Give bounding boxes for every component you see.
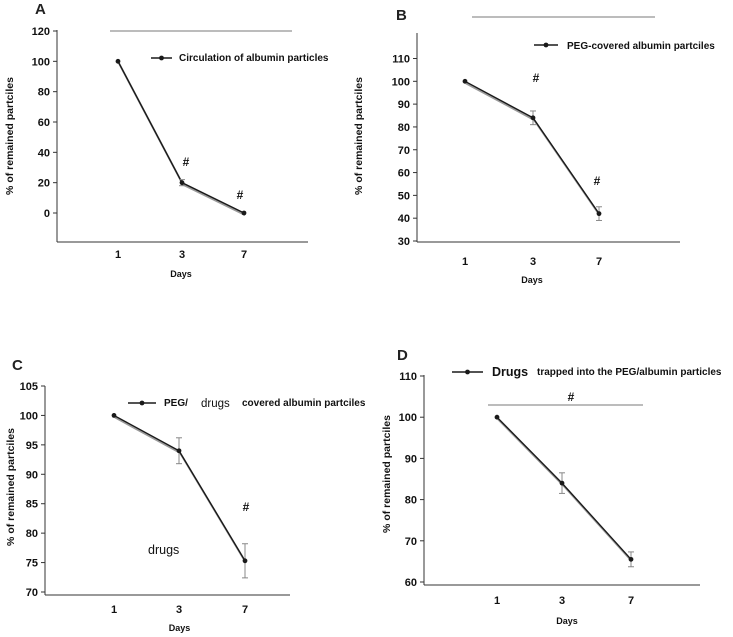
- y-tick-label: 100: [20, 410, 38, 422]
- panel-a: A 0 20 40 60 80 100 120 1 3 7 Days % of remained par…: [4, 1, 329, 279]
- data-point: [179, 180, 185, 186]
- significance-mark: #: [568, 390, 575, 404]
- y-tick-label: 80: [26, 528, 38, 540]
- y-tick-label: 110: [392, 54, 410, 66]
- y-tick-label: 90: [405, 453, 417, 465]
- x-tick-label: 7: [241, 249, 247, 261]
- series-line: [496, 416, 632, 560]
- series-line: [117, 61, 245, 214]
- panel-letter: C: [12, 357, 23, 374]
- significance-mark: #: [183, 155, 190, 169]
- y-tick-label: 70: [398, 145, 410, 157]
- y-tick-label: 60: [38, 117, 50, 129]
- panel-c: C 70 75 80 85 90 95 100 105 1 3 7 Days % of remained …: [5, 357, 366, 633]
- legend-marker: [139, 400, 145, 406]
- x-axis-label: Days: [170, 269, 192, 279]
- x-axis-label: Days: [169, 623, 191, 633]
- x-tick-label: 7: [242, 604, 248, 616]
- y-tick-label: 85: [26, 499, 38, 511]
- legend-label: drugs: [201, 398, 230, 410]
- legend-label: trapped into the PEG/albumin particles: [537, 367, 722, 378]
- y-tick-label: 105: [20, 381, 38, 393]
- panel-d: D 60 70 80 90 100 110 1 3 7 Days % of remained part…: [381, 347, 722, 626]
- y-axis-label: % of remained partciles: [353, 77, 365, 195]
- y-tick-label: 100: [399, 412, 417, 424]
- data-point: [628, 556, 634, 562]
- data-point: [462, 78, 468, 84]
- x-tick-label: 1: [462, 256, 468, 268]
- significance-mark: #: [243, 500, 250, 514]
- panel-letter: B: [396, 7, 407, 24]
- y-tick-label: 40: [38, 147, 50, 159]
- y-tick-label: 80: [405, 495, 417, 507]
- panel-letter: D: [397, 347, 408, 364]
- significance-mark: #: [237, 188, 244, 202]
- y-tick-label: 30: [398, 236, 410, 248]
- overlay-label: drugs: [148, 543, 179, 557]
- significance-mark: #: [594, 174, 601, 188]
- y-tick-label: 110: [399, 371, 417, 383]
- legend-marker: [465, 369, 470, 375]
- significance-mark: #: [533, 71, 540, 85]
- series-shadow-line: [465, 82, 601, 217]
- y-tick-label: 0: [44, 208, 50, 220]
- y-tick-label: 80: [38, 87, 50, 99]
- y-tick-label: 120: [32, 26, 50, 38]
- x-tick-label: 7: [628, 595, 634, 607]
- data-point: [559, 480, 565, 486]
- x-tick-label: 1: [115, 249, 121, 261]
- data-point: [596, 211, 602, 217]
- y-tick-label: 90: [398, 99, 410, 111]
- y-tick-label: 60: [405, 577, 417, 589]
- series-shadow-line: [497, 418, 633, 563]
- x-tick-label: 3: [530, 256, 536, 268]
- x-tick-label: 3: [559, 595, 565, 607]
- data-point: [242, 558, 248, 564]
- series-shadow-line: [118, 62, 246, 216]
- legend-label: covered albumin partciles: [242, 398, 366, 409]
- y-tick-label: 100: [392, 76, 410, 88]
- x-axis-label: Days: [521, 275, 543, 285]
- legend-marker: [159, 55, 164, 61]
- y-axis-label: % of remained partciles: [5, 428, 17, 546]
- panel-b: B 30 40 50 60 70 80 90 100 110 1 3 7 Days % of remaine…: [353, 7, 715, 285]
- y-axis-label: % of remained partciles: [381, 415, 393, 533]
- legend-label: PEG-covered albumin partciles: [567, 41, 715, 52]
- y-tick-label: 80: [398, 122, 410, 134]
- series-line: [113, 414, 246, 562]
- data-point: [241, 210, 247, 216]
- x-tick-label: 3: [179, 249, 185, 261]
- x-tick-label: 1: [494, 595, 500, 607]
- data-point: [530, 115, 536, 121]
- y-tick-label: 90: [26, 469, 38, 481]
- y-tick-label: 95: [26, 440, 38, 452]
- y-tick-label: 40: [398, 213, 410, 225]
- legend-label: Drugs: [492, 365, 528, 379]
- y-axis-label: % of remained partciles: [4, 77, 16, 195]
- legend-marker: [543, 42, 549, 48]
- y-tick-label: 50: [398, 190, 410, 202]
- series-line: [464, 80, 600, 215]
- x-tick-label: 3: [176, 604, 182, 616]
- data-point: [176, 448, 182, 454]
- data-point: [111, 413, 117, 418]
- y-tick-label: 20: [38, 178, 50, 190]
- legend-label: PEG/: [164, 398, 188, 409]
- y-tick-label: 70: [405, 536, 417, 548]
- data-point: [115, 58, 121, 64]
- panel-letter: A: [35, 1, 46, 18]
- legend-label: Circulation of albumin particles: [179, 53, 329, 64]
- x-axis-label: Days: [556, 616, 578, 626]
- y-tick-label: 100: [32, 56, 50, 68]
- series-shadow-line: [114, 416, 247, 564]
- y-tick-label: 75: [26, 558, 38, 570]
- y-tick-label: 70: [26, 587, 38, 599]
- x-tick-label: 7: [596, 256, 602, 268]
- data-point: [494, 414, 500, 420]
- y-tick-label: 60: [398, 168, 410, 180]
- x-tick-label: 1: [111, 604, 117, 616]
